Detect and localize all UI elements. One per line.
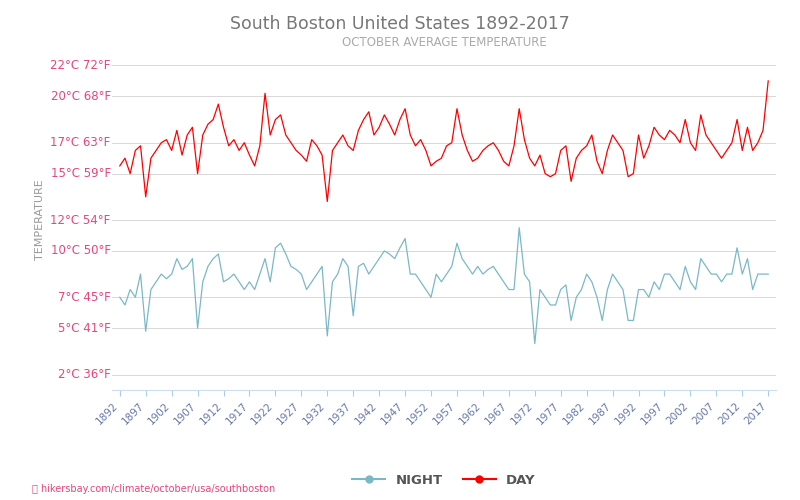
Text: 5°C 41°F: 5°C 41°F bbox=[58, 322, 110, 334]
Y-axis label: TEMPERATURE: TEMPERATURE bbox=[35, 180, 46, 260]
Text: 📍 hikersbay.com/climate/october/usa/southboston: 📍 hikersbay.com/climate/october/usa/sout… bbox=[32, 484, 275, 494]
Text: 22°C 72°F: 22°C 72°F bbox=[50, 59, 110, 72]
Text: 20°C 68°F: 20°C 68°F bbox=[50, 90, 110, 103]
Legend: NIGHT, DAY: NIGHT, DAY bbox=[347, 468, 541, 492]
Text: 15°C 59°F: 15°C 59°F bbox=[50, 167, 110, 180]
Text: 17°C 63°F: 17°C 63°F bbox=[50, 136, 110, 149]
Text: 7°C 45°F: 7°C 45°F bbox=[58, 291, 110, 304]
Title: OCTOBER AVERAGE TEMPERATURE: OCTOBER AVERAGE TEMPERATURE bbox=[342, 36, 546, 49]
Text: 12°C 54°F: 12°C 54°F bbox=[50, 214, 110, 226]
Text: South Boston United States 1892-2017: South Boston United States 1892-2017 bbox=[230, 15, 570, 33]
Text: 10°C 50°F: 10°C 50°F bbox=[50, 244, 110, 258]
Text: 2°C 36°F: 2°C 36°F bbox=[58, 368, 110, 381]
